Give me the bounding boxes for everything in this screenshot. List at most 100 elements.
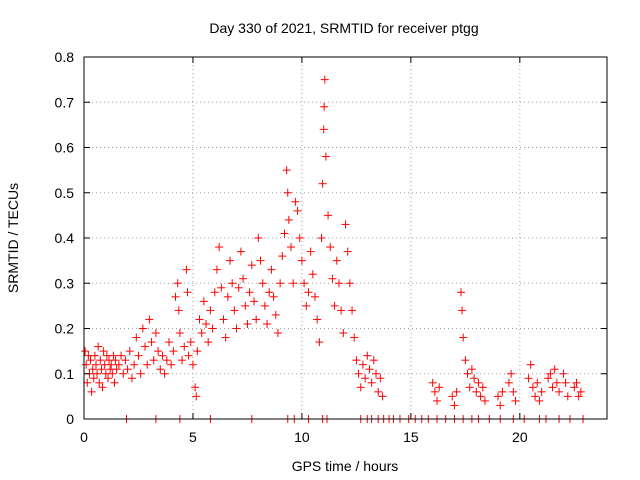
data-point <box>103 374 112 383</box>
data-point <box>361 374 370 383</box>
data-point <box>284 215 293 224</box>
data-point <box>537 387 546 396</box>
data-point <box>328 274 337 283</box>
data-point <box>474 378 483 387</box>
data-point <box>428 378 437 387</box>
data-point <box>210 288 219 297</box>
data-point <box>343 247 352 256</box>
y-tick-label: 0.8 <box>55 49 75 65</box>
data-point <box>143 360 152 369</box>
x-tick-label: 15 <box>403 429 419 445</box>
data-point <box>145 315 154 324</box>
data-point <box>136 369 145 378</box>
data-point <box>352 356 361 365</box>
data-point <box>239 274 248 283</box>
data-point <box>337 306 346 315</box>
data-point <box>531 392 540 401</box>
data-point <box>191 383 200 392</box>
data-point <box>98 383 107 392</box>
x-tick-label: 5 <box>189 429 197 445</box>
data-point <box>221 333 230 342</box>
data-point <box>339 329 348 338</box>
data-point <box>315 338 324 347</box>
data-point <box>306 247 315 256</box>
data-point <box>109 351 118 360</box>
data-point <box>367 378 376 387</box>
data-point <box>273 329 282 338</box>
data-point <box>271 310 280 319</box>
data-point <box>369 356 378 365</box>
y-tick-label: 0.2 <box>55 321 75 337</box>
data-point <box>354 369 363 378</box>
data-point <box>182 265 191 274</box>
data-point <box>265 288 274 297</box>
data-point <box>459 333 468 342</box>
x-tick-label: 10 <box>294 429 310 445</box>
y-tick-label: 0 <box>66 411 74 427</box>
data-point <box>300 279 309 288</box>
data-point <box>552 378 561 387</box>
data-point <box>107 360 116 369</box>
y-tick-label: 0.1 <box>55 366 75 382</box>
data-point <box>317 234 326 242</box>
data-point <box>308 270 317 279</box>
data-point <box>81 347 90 356</box>
data-point <box>358 360 367 369</box>
data-point <box>154 347 163 356</box>
data-point <box>267 265 276 274</box>
data-point <box>91 360 100 369</box>
data-point <box>149 356 158 365</box>
data-point <box>524 374 533 383</box>
data-point <box>87 387 96 396</box>
data-point <box>160 369 169 378</box>
data-point <box>546 369 555 378</box>
chart-title: Day 330 of 2021, SRMTID for receiver ptg… <box>209 20 478 36</box>
data-point <box>243 319 252 328</box>
data-point <box>164 338 173 347</box>
data-point <box>88 365 97 374</box>
data-point <box>114 360 123 369</box>
data-point <box>108 369 117 378</box>
axis-ticks <box>83 56 607 420</box>
data-point <box>241 301 250 310</box>
data-point <box>263 319 272 328</box>
data-point <box>278 252 287 261</box>
data-point <box>313 315 322 324</box>
data-point <box>90 351 99 360</box>
data-point <box>188 360 197 369</box>
data-point <box>345 279 354 288</box>
data-point <box>450 401 459 410</box>
data-point <box>141 342 150 351</box>
data-point <box>247 261 256 270</box>
data-point <box>528 383 537 392</box>
x-tick-label: 0 <box>80 429 88 445</box>
data-point <box>130 360 139 369</box>
data-point <box>249 297 258 306</box>
data-point <box>175 329 184 338</box>
data-point <box>254 234 263 242</box>
data-point <box>226 256 235 265</box>
data-point <box>234 283 243 292</box>
data-point <box>260 301 269 310</box>
data-point <box>197 329 206 338</box>
data-point <box>461 356 470 365</box>
data-point <box>570 383 579 392</box>
data-point <box>193 347 202 356</box>
data-point <box>310 292 319 301</box>
data-point <box>467 365 476 374</box>
data-point <box>112 365 121 374</box>
data-point <box>256 256 265 265</box>
data-point <box>111 356 120 365</box>
data-point <box>208 324 217 333</box>
data-point <box>228 279 237 288</box>
data-point <box>435 383 444 392</box>
data-point <box>295 234 304 242</box>
data-point <box>574 392 583 401</box>
data-point <box>448 392 457 401</box>
data-point <box>548 383 557 392</box>
data-point <box>97 365 106 374</box>
data-point <box>95 378 104 387</box>
data-point <box>326 243 335 252</box>
